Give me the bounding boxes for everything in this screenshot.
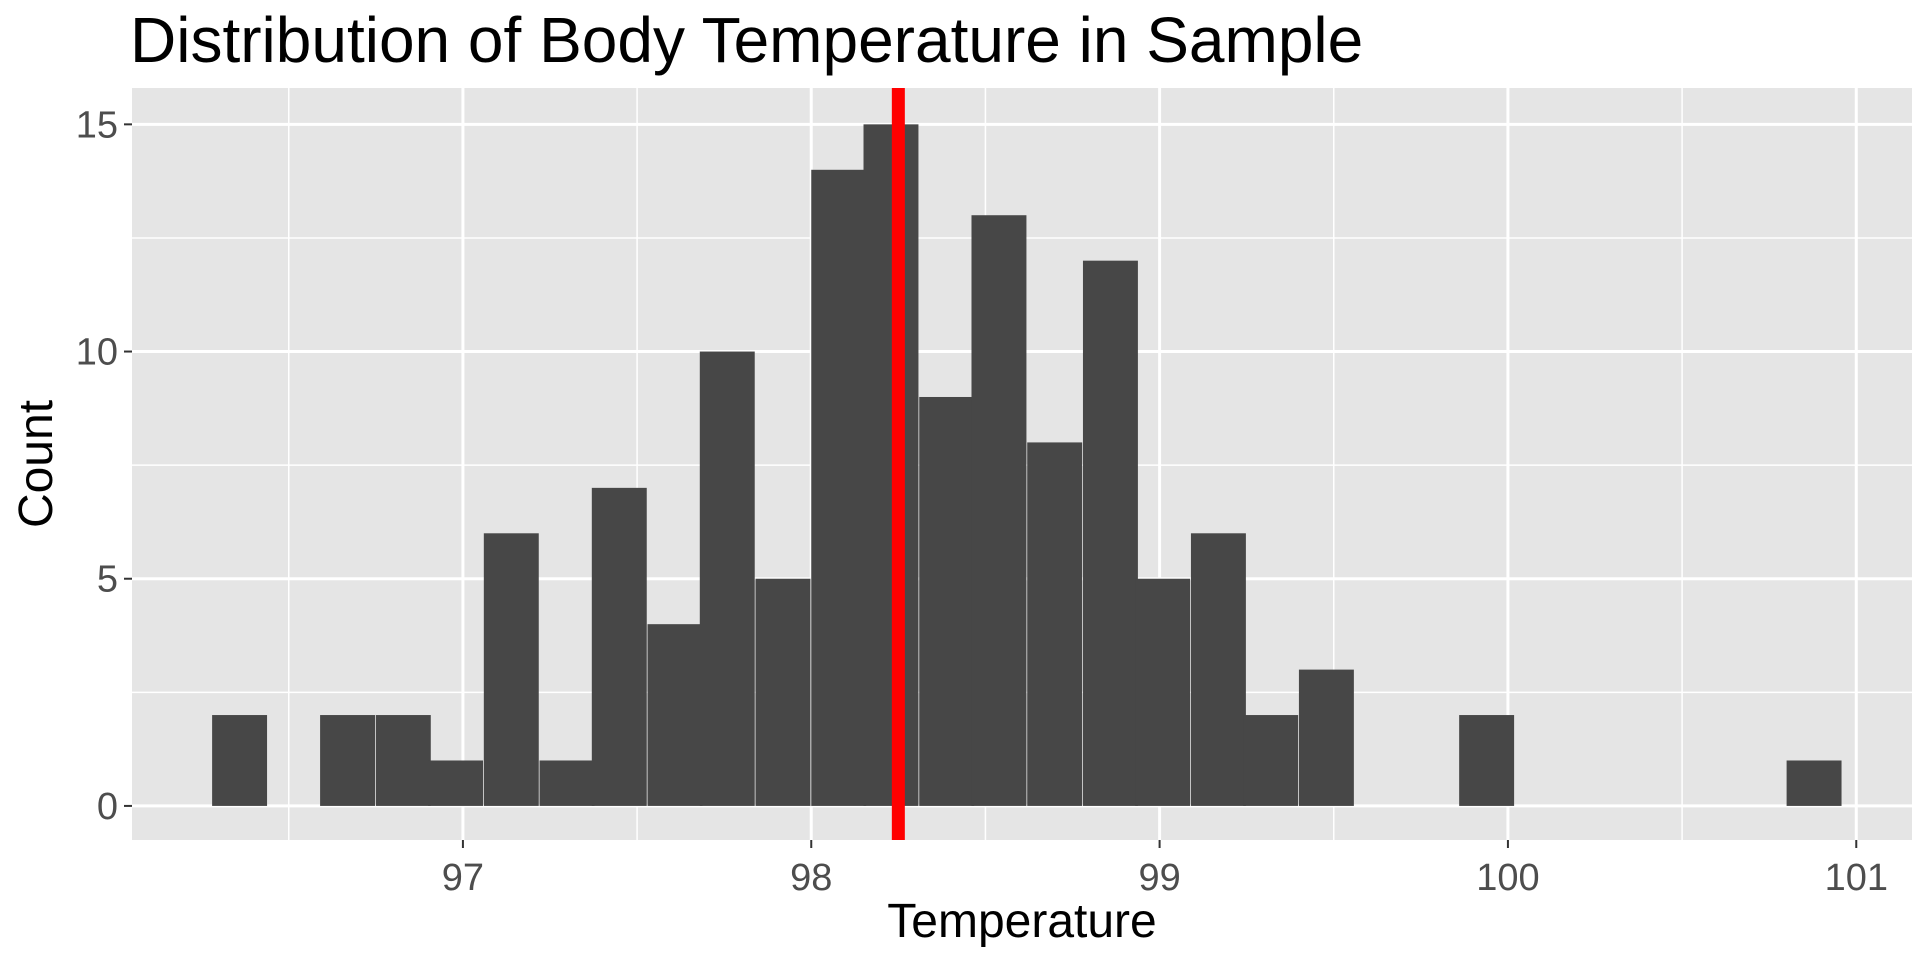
histogram-bar: [1190, 533, 1246, 806]
histogram-bar: [863, 124, 919, 806]
x-axis: 97 98 99 100 101: [442, 840, 1888, 899]
histogram-bars: [212, 124, 1842, 806]
histogram-bar: [1786, 760, 1842, 806]
histogram-bar: [375, 715, 431, 806]
x-axis-title: Temperature: [887, 895, 1156, 948]
histogram-bar: [320, 715, 376, 806]
histogram-bar: [483, 533, 539, 806]
y-tick-label: 10: [76, 332, 118, 374]
histogram-bar: [1135, 578, 1191, 806]
histogram-bar: [1459, 715, 1515, 806]
y-tick-label: 15: [76, 104, 118, 146]
x-tick-label: 99: [1138, 857, 1180, 899]
histogram-bar: [539, 760, 595, 806]
histogram-bar: [212, 715, 268, 806]
x-tick-label: 97: [442, 857, 484, 899]
histogram-bar: [811, 169, 867, 806]
histogram-bar: [1298, 669, 1354, 806]
histogram-bar: [1027, 442, 1083, 806]
y-axis: 0 5 10 15: [76, 104, 132, 828]
histogram-bar: [428, 760, 484, 806]
x-tick-label: 101: [1825, 857, 1888, 899]
histogram-bar: [699, 351, 755, 806]
chart-title: Distribution of Body Temperature in Samp…: [130, 4, 1363, 76]
y-axis-title: Count: [10, 400, 63, 528]
y-tick-label: 0: [97, 786, 118, 828]
histogram-bar: [1243, 715, 1299, 806]
histogram-bar: [1082, 260, 1138, 806]
histogram-bar: [755, 578, 811, 806]
x-tick-label: 98: [790, 857, 832, 899]
histogram-bar: [919, 396, 975, 806]
x-tick-label: 100: [1476, 857, 1539, 899]
histogram-bar: [591, 487, 647, 806]
histogram-bar: [647, 624, 703, 806]
histogram-bar: [971, 215, 1027, 806]
y-tick-label: 5: [97, 559, 118, 601]
